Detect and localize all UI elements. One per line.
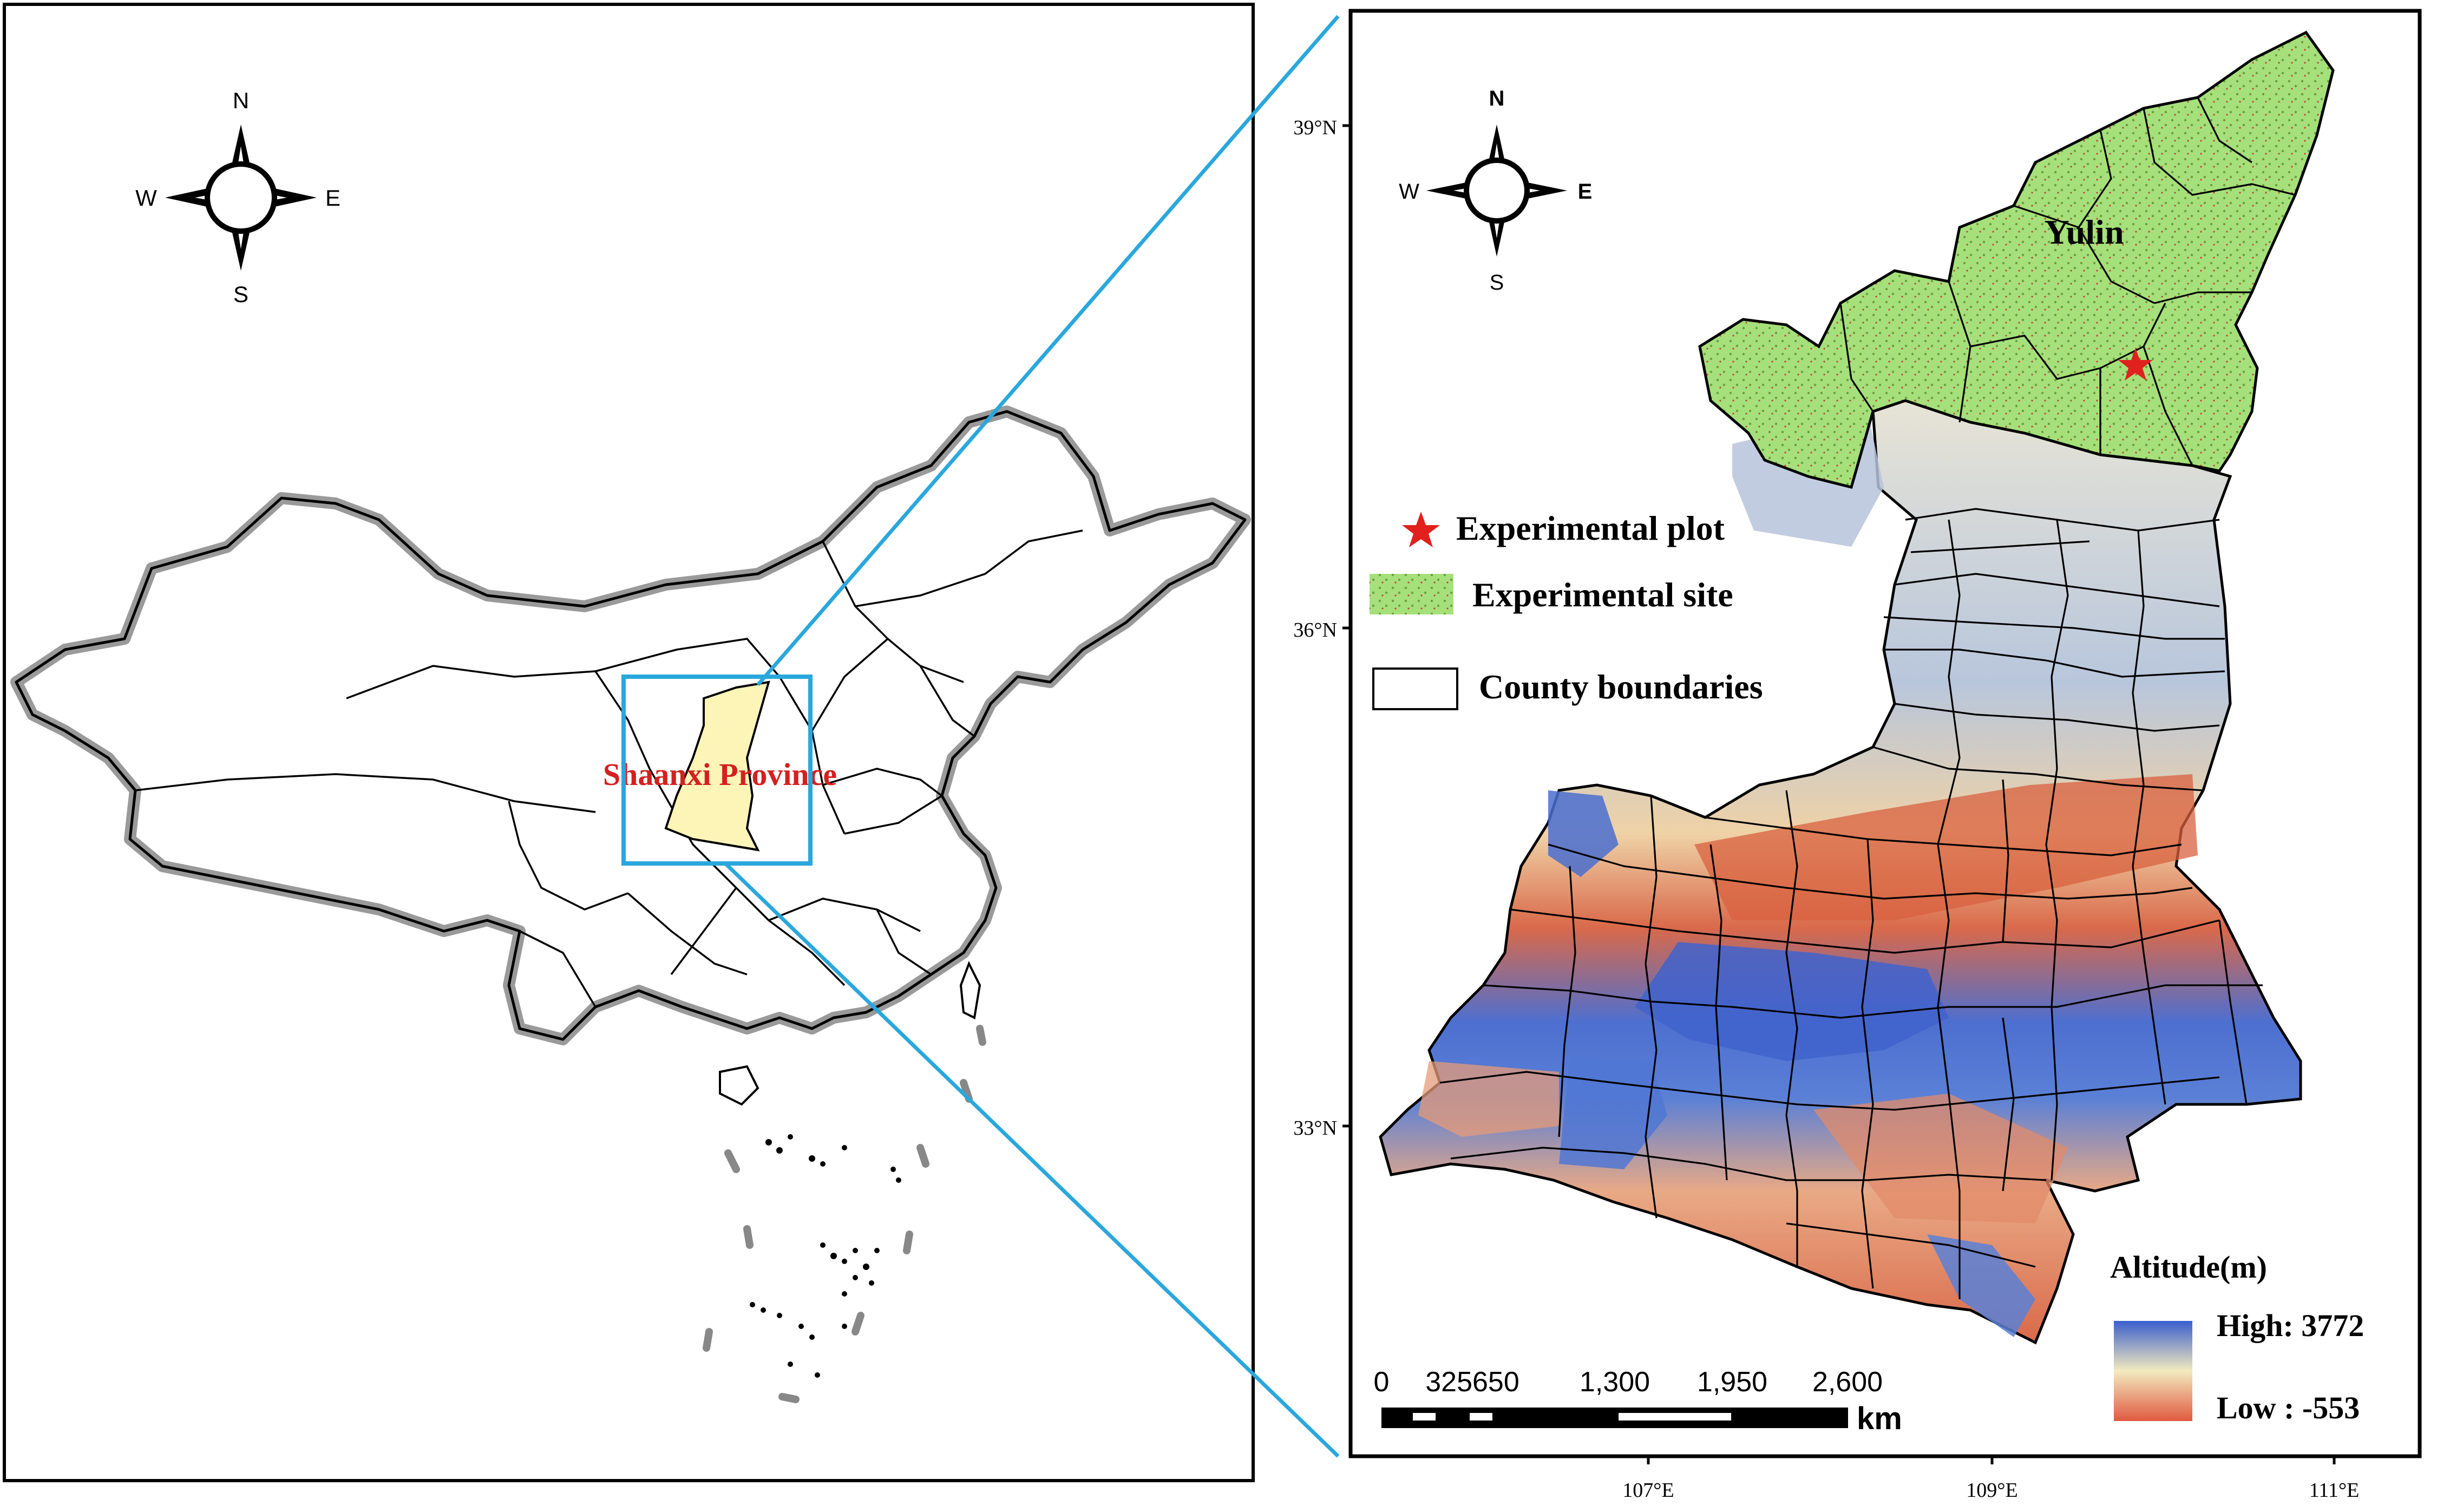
compass-left-south: S <box>233 282 248 307</box>
lon-tick-109: 109°E <box>1966 1479 2017 1502</box>
compass-right-east: E <box>1578 180 1593 204</box>
legend-site-swatch <box>1370 574 1453 614</box>
city-label-yulin: Yulin <box>2044 213 2124 251</box>
altitude-legend: Altitude(m) High: 3772 Low : -553 <box>2110 1249 2364 1425</box>
lat-tick-33: 33°N <box>1293 1117 1337 1140</box>
legend-county-label: County boundaries <box>1479 667 1763 706</box>
scale-label-0: 0 <box>1374 1366 1390 1398</box>
scale-label-1300: 1,300 <box>1580 1366 1650 1398</box>
lat-tick-36: 36°N <box>1293 619 1337 642</box>
compass-left-ring <box>205 161 277 234</box>
experimental-plot-star-icon <box>2118 348 2153 381</box>
county-boundaries <box>1439 97 2296 1299</box>
compass-left-north: N <box>233 88 249 113</box>
compass-right-south: S <box>1490 271 1504 294</box>
compass-left-east: E <box>325 185 340 211</box>
lat-tick-39: 39°N <box>1293 116 1337 139</box>
altitude-high-label: High: 3772 <box>2217 1308 2364 1343</box>
altitude-color-ramp <box>2114 1321 2192 1421</box>
legend-county-swatch <box>1372 667 1458 710</box>
compass-left-west: W <box>135 185 157 211</box>
altitude-title: Altitude(m) <box>2110 1249 2267 1285</box>
lon-tick-107: 107°E <box>1622 1479 1674 1502</box>
legend: Experimental plot Experimental site Coun… <box>1370 509 1763 710</box>
shaanxi-province-shape <box>664 680 770 852</box>
islands <box>719 961 981 1106</box>
inset-highlight-box <box>621 675 813 866</box>
connector-top <box>756 15 1340 686</box>
scale-label-325650: 325650 <box>1425 1366 1519 1398</box>
compass-right-west: W <box>1399 180 1419 204</box>
scale-unit: km <box>1857 1401 1902 1436</box>
legend-plot-label: Experimental plot <box>1456 509 1725 547</box>
scale-label-2600: 2,600 <box>1812 1366 1883 1398</box>
compass-right-north: N <box>1489 87 1505 110</box>
scale-bar: 0 325650 1,300 1,950 2,600 km <box>1374 1366 1902 1436</box>
compass-right: N S W E <box>1399 87 1592 294</box>
terrain-lowland-areas <box>1418 774 2198 1223</box>
south-china-sea-islands <box>750 1134 901 1378</box>
compass-right-ring <box>1464 158 1530 224</box>
legend-site-label: Experimental site <box>1472 575 1733 614</box>
nine-dash-line <box>703 1025 986 1403</box>
longitude-axis: 107°E 109°E 111°E <box>1622 1456 2359 1502</box>
connector-bottom <box>724 862 1340 1458</box>
legend-plot-star-icon <box>1402 512 1440 547</box>
altitude-low-label: Low : -553 <box>2217 1390 2360 1425</box>
lon-tick-111: 111°E <box>2309 1479 2360 1502</box>
province-label: Shaanxi Province <box>603 757 837 792</box>
latitude-axis: 39°N 36°N 33°N <box>1293 116 1351 1140</box>
scale-label-1950: 1,950 <box>1697 1366 1767 1398</box>
compass-left: N S W E <box>135 88 340 307</box>
